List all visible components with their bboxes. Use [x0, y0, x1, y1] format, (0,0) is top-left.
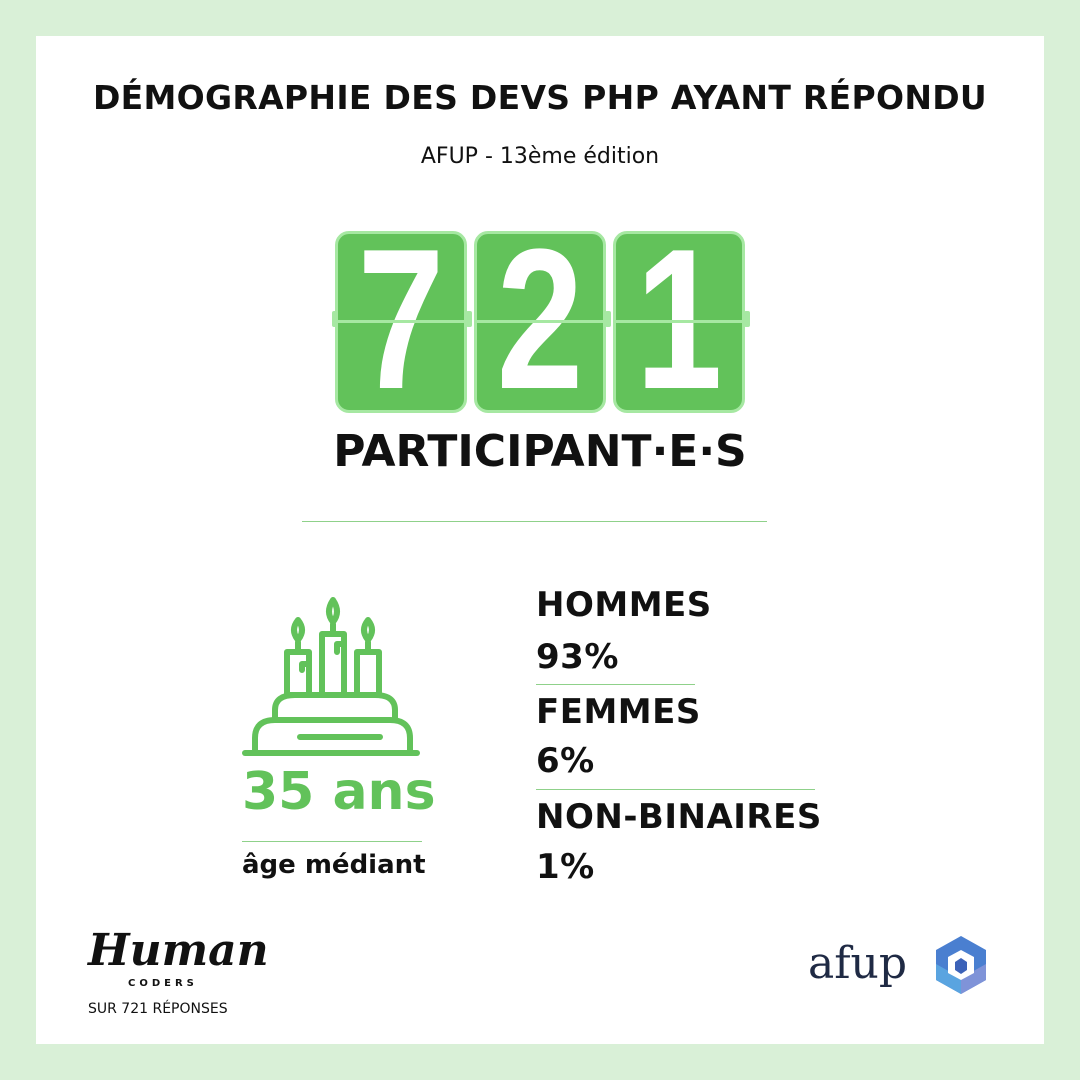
human-coders-logo-sub: CODERS: [128, 978, 198, 989]
flip-card-digit: 1: [613, 231, 745, 413]
divider: [536, 789, 815, 790]
human-coders-logo: Human: [88, 925, 269, 976]
divider: [302, 521, 767, 522]
subtitle: AFUP - 13ème édition: [420, 144, 660, 169]
gender-value-men: 93%: [536, 637, 619, 677]
participants-label: PARTICIPANT·E·S: [333, 426, 747, 477]
flip-hinge-tab: [605, 311, 611, 327]
afup-logo-text: afup: [808, 938, 908, 989]
hinge-line: [477, 320, 603, 323]
median-age-label: âge médiant: [242, 850, 426, 880]
flip-card-digit: 2: [474, 231, 606, 413]
gender-value-women: 6%: [536, 741, 595, 781]
hinge-line: [338, 320, 464, 323]
responses-note: SUR 721 RÉPONSES: [88, 1001, 228, 1017]
birthday-cake-icon: [242, 597, 420, 756]
gender-label-men: HOMMES: [536, 585, 712, 625]
gender-label-nonbinary: NON-BINAIRES: [536, 797, 822, 837]
gender-value-nonbinary: 1%: [536, 847, 595, 887]
flip-hinge-tab: [466, 311, 472, 327]
divider: [242, 841, 422, 842]
afup-hexagon-logo-icon: [936, 936, 986, 994]
median-age-value: 35 ans: [242, 762, 436, 822]
gender-label-women: FEMMES: [536, 692, 701, 732]
hinge-line: [616, 320, 742, 323]
page-title: DÉMOGRAPHIE DES DEVS PHP AYANT RÉPONDU: [92, 78, 988, 117]
infographic-panel: [36, 36, 1044, 1044]
flip-hinge-tab: [744, 311, 750, 327]
flip-card-digit: 7: [335, 231, 467, 413]
divider: [536, 684, 695, 685]
